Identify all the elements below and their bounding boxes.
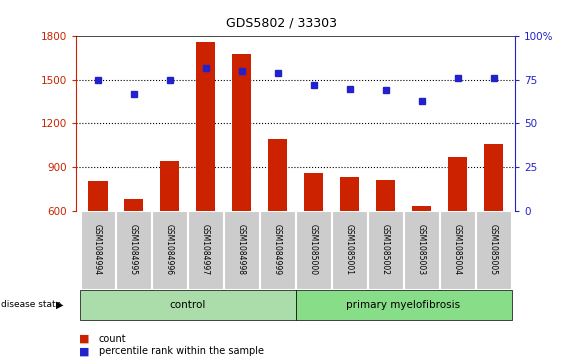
Text: ▶: ▶ (56, 300, 63, 310)
Bar (476, 211, 511, 289)
Text: GSM1085000: GSM1085000 (309, 224, 318, 275)
Bar (376, 180, 395, 211)
Text: GSM1084996: GSM1084996 (165, 224, 174, 275)
Text: GSM1085005: GSM1085005 (489, 224, 498, 275)
Bar (440, 211, 475, 289)
Bar (448, 157, 467, 211)
Bar (303, 173, 324, 211)
Bar (160, 161, 180, 211)
Text: control: control (169, 300, 206, 310)
Text: count: count (99, 334, 126, 344)
Bar (232, 54, 252, 211)
Bar (339, 177, 359, 211)
Bar (296, 290, 512, 319)
Text: GSM1085003: GSM1085003 (417, 224, 426, 275)
Bar (153, 211, 187, 289)
Text: GSM1084998: GSM1084998 (237, 224, 246, 275)
Text: ■: ■ (79, 346, 90, 356)
Text: GSM1085001: GSM1085001 (345, 224, 354, 275)
Bar (297, 211, 330, 289)
Text: GSM1084997: GSM1084997 (201, 224, 210, 275)
Text: GSM1085004: GSM1085004 (453, 224, 462, 275)
Bar (225, 211, 258, 289)
Text: ■: ■ (79, 334, 90, 344)
Bar (267, 139, 288, 211)
Text: GSM1084994: GSM1084994 (93, 224, 102, 275)
Bar (333, 211, 367, 289)
Text: GSM1084999: GSM1084999 (273, 224, 282, 275)
Bar (368, 211, 403, 289)
Bar (189, 211, 223, 289)
Bar (196, 42, 216, 211)
Bar (88, 182, 108, 211)
Bar (79, 290, 296, 319)
Bar (261, 211, 294, 289)
Text: percentile rank within the sample: percentile rank within the sample (99, 346, 263, 356)
Text: primary myelofibrosis: primary myelofibrosis (346, 300, 461, 310)
Bar (412, 206, 431, 211)
Bar (117, 211, 151, 289)
Bar (124, 199, 144, 211)
Text: disease state: disease state (1, 301, 61, 309)
Bar (81, 211, 115, 289)
Text: GSM1085002: GSM1085002 (381, 224, 390, 275)
Text: GDS5802 / 33303: GDS5802 / 33303 (226, 16, 337, 29)
Text: GSM1084995: GSM1084995 (129, 224, 138, 275)
Bar (404, 211, 439, 289)
Bar (484, 144, 503, 211)
